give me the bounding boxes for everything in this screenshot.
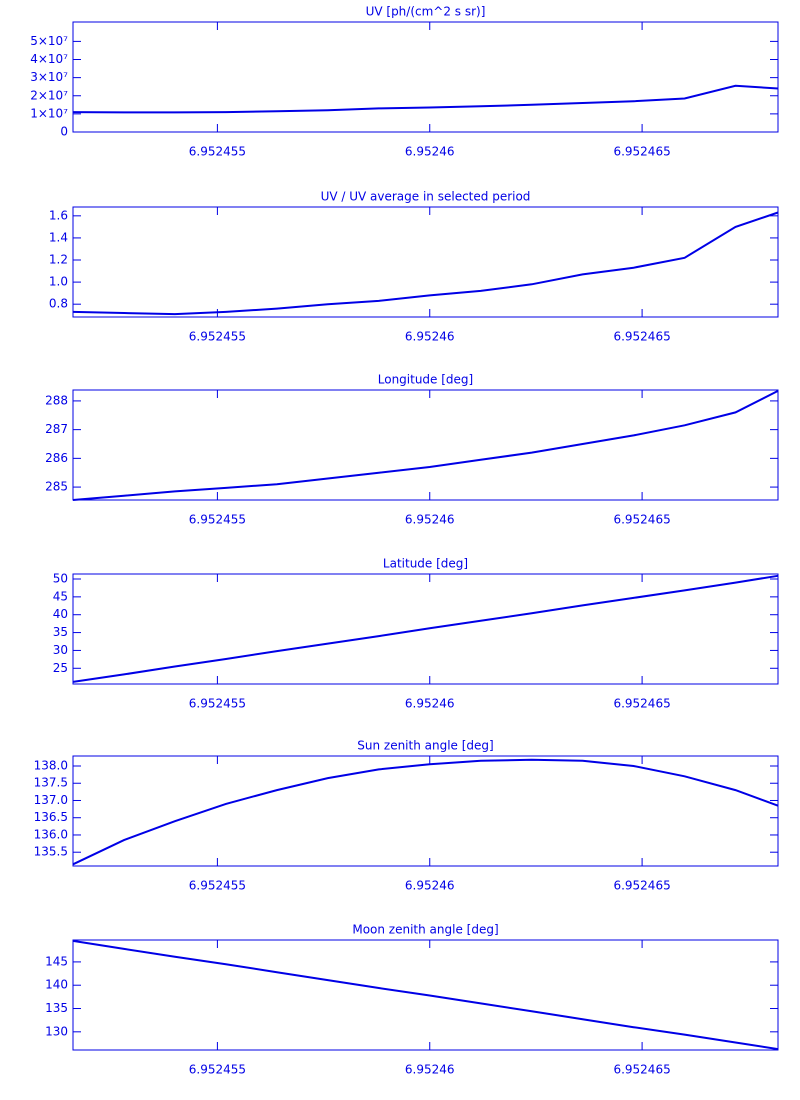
y-tick-label: 30 [53,643,68,657]
chart-title: Longitude [deg] [378,373,473,387]
y-tick-label: 288 [45,393,68,407]
y-tick-label: 2×10⁷ [30,88,68,102]
data-line [72,574,779,683]
y-tick-label: 50 [53,572,68,586]
y-tick-label: 4×10⁷ [30,52,68,66]
x-tick-label: 6.952465 [613,879,670,893]
data-line [72,390,779,501]
y-tick-label: 1×10⁷ [30,106,68,120]
data-line [72,211,779,316]
x-tick-label: 6.952465 [613,330,670,344]
y-tick-label: 136.5 [34,810,68,824]
x-tick-label: 6.952465 [613,1063,670,1077]
plot-frame [72,573,779,685]
y-tick-label: 287 [45,422,68,436]
y-tick-label: 1.6 [49,208,68,222]
chart-title: UV / UV average in selected period [321,190,531,204]
y-tick-label: 1.0 [49,275,68,289]
x-tick-label: 6.95246 [405,1063,455,1077]
y-tick-label: 145 [45,954,68,968]
chart-title: Sun zenith angle [deg] [357,739,493,753]
y-tick-label: 137.5 [34,776,68,790]
plot-frame [72,206,779,318]
x-tick-label: 6.952455 [189,1063,246,1077]
y-tick-label: 0.8 [49,297,68,311]
y-tick-label: 1.4 [49,230,68,244]
y-tick-label: 45 [53,589,68,603]
y-tick-label: 1.2 [49,253,68,267]
data-line [72,758,779,866]
y-tick-label: 135.5 [34,845,68,859]
chart-title: Latitude [deg] [383,557,468,571]
chart-title: Moon zenith angle [deg] [352,923,498,937]
x-tick-label: 6.952455 [189,145,246,159]
x-tick-label: 6.95246 [405,330,455,344]
plot-frame [72,755,779,867]
y-tick-label: 138.0 [34,759,68,773]
y-tick-label: 5×10⁷ [30,34,68,48]
x-tick-label: 6.95246 [405,145,455,159]
plot-frame [72,389,779,501]
plot-frame [72,939,779,1051]
plot-frame [72,21,779,133]
y-tick-label: 35 [53,625,68,639]
x-tick-label: 6.952455 [189,879,246,893]
x-tick-label: 6.952455 [189,513,246,527]
y-tick-label: 25 [53,661,68,675]
x-tick-label: 6.952455 [189,697,246,711]
x-tick-label: 6.952465 [613,697,670,711]
y-tick-label: 0 [60,125,68,139]
y-tick-label: 3×10⁷ [30,70,68,84]
y-tick-label: 285 [45,480,68,494]
y-tick-label: 140 [45,978,68,992]
y-tick-label: 286 [45,451,68,465]
x-tick-label: 6.952465 [613,145,670,159]
y-tick-label: 137.0 [34,793,68,807]
x-tick-label: 6.95246 [405,879,455,893]
x-tick-label: 6.952465 [613,513,670,527]
y-tick-label: 130 [45,1024,68,1038]
data-line [72,939,779,1051]
x-tick-label: 6.95246 [405,697,455,711]
x-tick-label: 6.95246 [405,513,455,527]
data-line [72,84,779,114]
y-tick-label: 40 [53,607,68,621]
x-tick-label: 6.952455 [189,330,246,344]
y-tick-label: 135 [45,1001,68,1015]
y-tick-label: 136.0 [34,827,68,841]
chart-title: UV [ph/(cm^2 s sr)] [366,5,486,19]
